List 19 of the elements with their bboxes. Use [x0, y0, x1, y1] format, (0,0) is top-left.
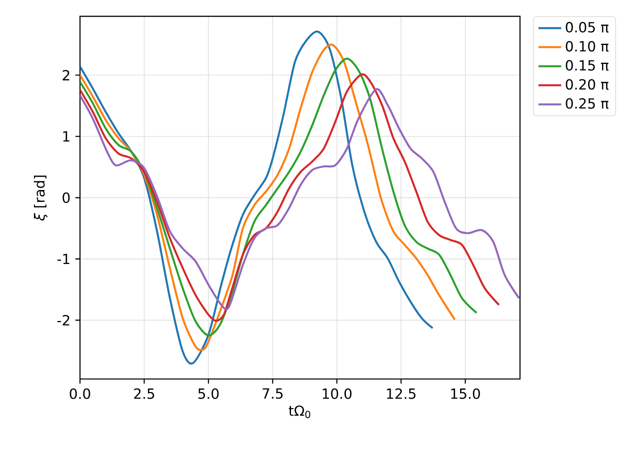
x-axis-title: tΩ$_{0}$	[288, 405, 310, 418]
legend-label: 0.05 π	[566, 22, 609, 33]
legend-label: 0.20 π	[566, 79, 609, 90]
y-tick-label: -1	[57, 254, 70, 264]
y-tick-label: 0	[62, 192, 70, 203]
x-tick-label: 7.5	[262, 388, 283, 399]
x-tick-label: 12.5	[387, 388, 416, 399]
x-tick-label: 15.0	[451, 388, 480, 399]
legend-label: 0.25 π	[566, 98, 609, 109]
x-tick-label: 5.0	[198, 388, 219, 399]
x-tick-label: 0.0	[70, 388, 90, 399]
y-tick-label: 1	[63, 131, 70, 142]
y-axis-title: ξ [rad]	[34, 176, 48, 220]
legend-label: 0.15 π	[566, 60, 609, 71]
x-tick-label: 2.5	[134, 388, 154, 399]
y-tick-label: 2	[62, 70, 70, 80]
x-tick-label: 10.0	[322, 388, 352, 399]
legend-label: 0.10 π	[566, 40, 609, 52]
y-tick-label: -2	[57, 314, 70, 326]
